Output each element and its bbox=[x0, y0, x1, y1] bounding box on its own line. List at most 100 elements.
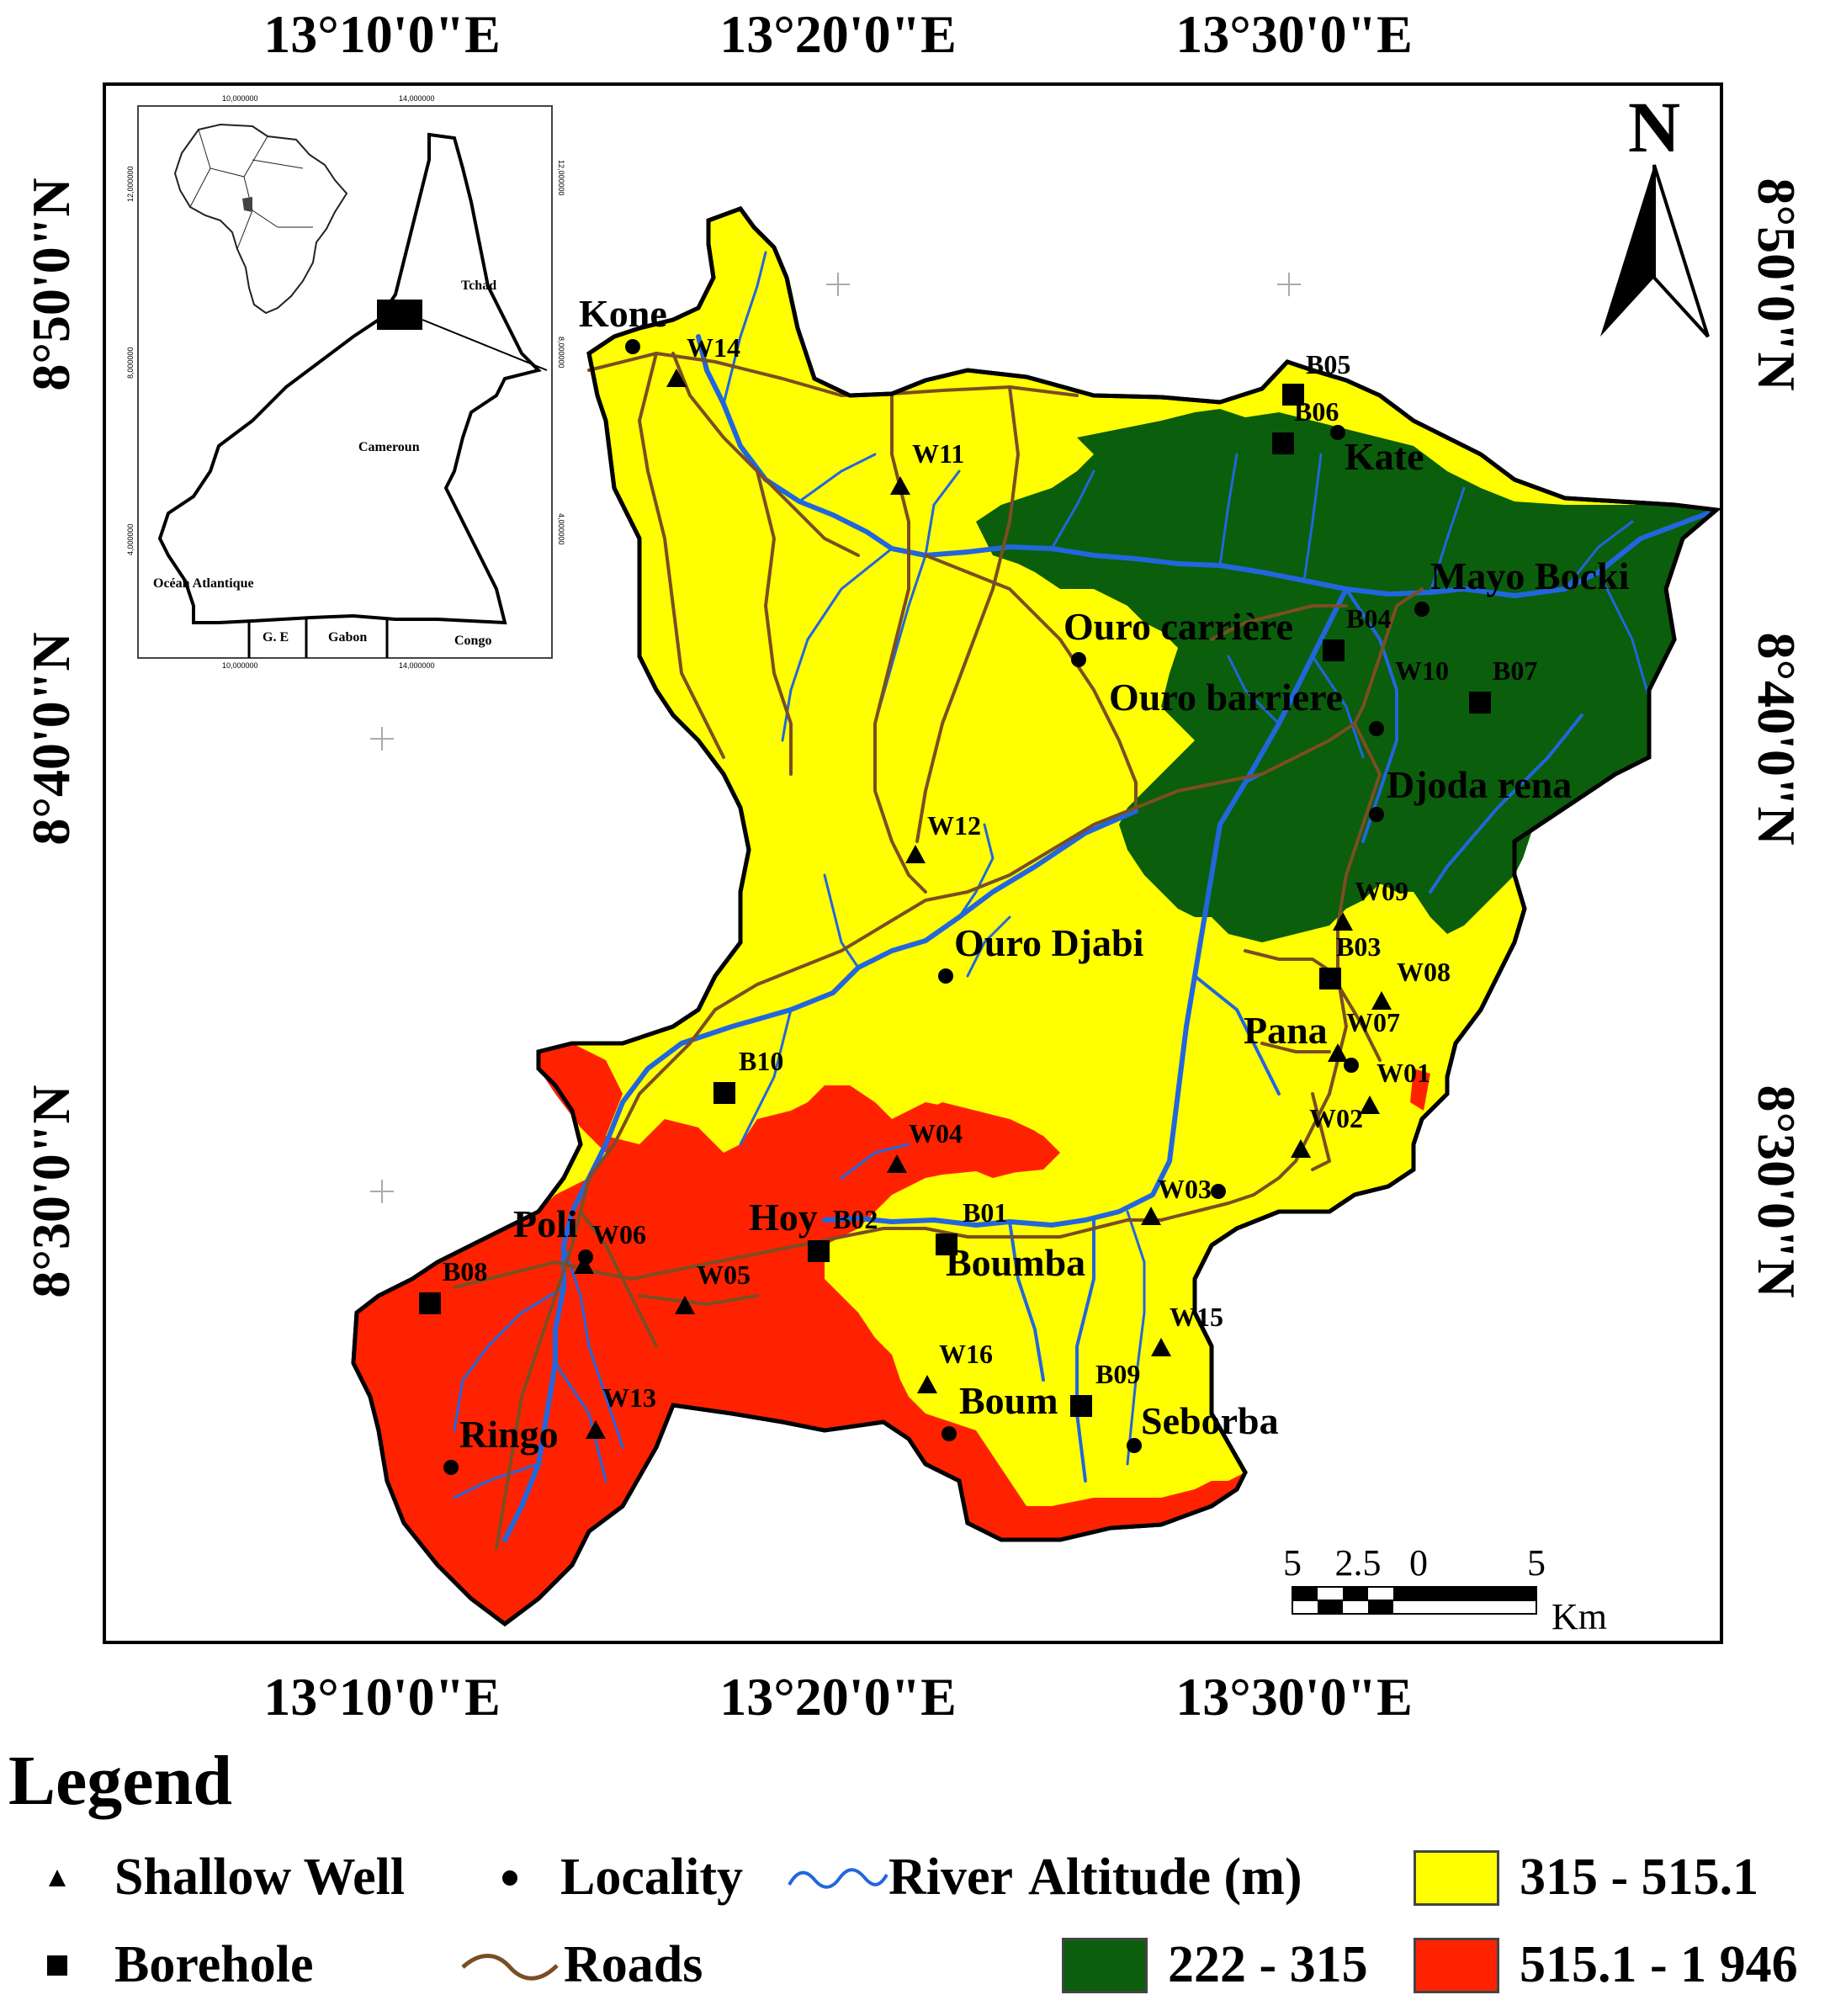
legend-label-river: River bbox=[888, 1849, 1014, 1906]
dot-icon bbox=[502, 1870, 517, 1886]
well-label-w06: W06 bbox=[592, 1219, 646, 1249]
watershed-boundary bbox=[351, 206, 1721, 1627]
inset-label-tchad: Tchad bbox=[461, 279, 496, 293]
borehole-label-b06: B06 bbox=[1294, 396, 1339, 427]
borehole-label-b01: B01 bbox=[963, 1197, 1007, 1228]
well-label-w16: W16 bbox=[939, 1339, 993, 1369]
inset-tick-bottom-1: 10,000000 bbox=[222, 661, 258, 670]
inset-label-gabon: Gabon bbox=[328, 630, 367, 645]
locality-label-ouro-barriere: Ouro barriere bbox=[1109, 676, 1343, 719]
inset-africa-outline bbox=[173, 123, 348, 315]
inset-tick-right-3: 4,000000 bbox=[557, 513, 565, 545]
inset-study-area-marker bbox=[377, 300, 422, 330]
lat-left-3: 8°30'0"N bbox=[21, 1085, 81, 1297]
locality-label-kate: Kate bbox=[1345, 435, 1424, 478]
inset-tick-left-2: 8,000000 bbox=[126, 347, 135, 379]
borehole-label-b07: B07 bbox=[1493, 655, 1537, 686]
altitude-zone-515-1946 bbox=[353, 1043, 1245, 1624]
legend-label-borehole: Borehole bbox=[114, 1936, 314, 1993]
triangle-icon bbox=[49, 1869, 66, 1886]
well-label-w11: W11 bbox=[912, 438, 964, 469]
legend-label-locality: Locality bbox=[560, 1849, 743, 1906]
legend-altitude-title: Altitude (m) bbox=[1028, 1849, 1302, 1906]
legend-item-borehole: Borehole bbox=[40, 1935, 314, 1995]
shallow-well-markers bbox=[574, 369, 1392, 1439]
legend-item-locality: Locality bbox=[493, 1848, 743, 1907]
scale-tick-1: 5 bbox=[1283, 1542, 1302, 1584]
inset-pointer-line bbox=[422, 319, 548, 371]
legend-item-class-315-515: 315 - 515.1 bbox=[1414, 1848, 1758, 1907]
well-label-w08: W08 bbox=[1397, 957, 1451, 987]
lat-right-3: 8°30'0"N bbox=[1747, 1085, 1806, 1297]
legend-title: Legend bbox=[8, 1742, 233, 1820]
inset-label-congo: Congo bbox=[454, 634, 491, 648]
legend-label-shallow-well: Shallow Well bbox=[114, 1849, 406, 1906]
locality-label-mayo-bocki: Mayo Bocki bbox=[1430, 554, 1630, 597]
lon-top-1: 13°10'0"E bbox=[263, 4, 501, 64]
altitude-zone-515-1946-east bbox=[1410, 1069, 1430, 1111]
well-labels: W14 W11 W12 W10 W09 W08 W07 W01 W02 W03 … bbox=[592, 332, 1451, 1413]
road-line-icon bbox=[461, 1953, 559, 1981]
lon-top-3: 13°30'0"E bbox=[1175, 4, 1413, 64]
borehole-label-b08: B08 bbox=[443, 1256, 487, 1287]
inset-tick-right-1: 12,000000 bbox=[557, 160, 565, 196]
inset-tick-top-2: 14,000000 bbox=[399, 94, 435, 103]
well-label-w15: W15 bbox=[1170, 1302, 1223, 1332]
lat-right-1: 8°50'0"N bbox=[1747, 178, 1806, 390]
lat-left-2: 8°40'0"N bbox=[21, 632, 81, 845]
well-label-w14: W14 bbox=[687, 332, 740, 363]
scale-bar: 5 2.5 0 5 Km bbox=[1283, 1542, 1607, 1637]
legend-label-roads: Roads bbox=[564, 1936, 703, 1993]
lon-bottom-1: 13°10'0"E bbox=[263, 1667, 501, 1727]
map-figure: 13°10'0"E 13°20'0"E 13°30'0"E 13°10'0"E … bbox=[21, 4, 1806, 1727]
well-label-w10: W10 bbox=[1395, 655, 1449, 686]
well-label-w03: W03 bbox=[1158, 1174, 1212, 1204]
scale-unit: Km bbox=[1552, 1596, 1607, 1637]
legend-swatch-315-515 bbox=[1414, 1849, 1499, 1906]
locality-label-poli: Poli bbox=[513, 1202, 578, 1245]
legend-item-class-515-1946: 515.1 - 1 946 bbox=[1414, 1935, 1798, 1995]
north-arrow: N bbox=[1600, 87, 1710, 338]
well-label-w04: W04 bbox=[909, 1118, 963, 1149]
well-label-w12: W12 bbox=[927, 810, 981, 841]
altitude-zone-515-1946-patch bbox=[909, 1102, 1060, 1175]
north-arrow-label: N bbox=[1628, 87, 1680, 167]
borehole-label-b09: B09 bbox=[1095, 1359, 1140, 1389]
locality-labels: Kone Kate Mayo Bocki Ouro carrière Ouro … bbox=[459, 292, 1630, 1456]
inset-cameroon-outline bbox=[157, 132, 542, 625]
borehole-label-b02: B02 bbox=[833, 1204, 878, 1234]
scale-tick-4: 5 bbox=[1527, 1542, 1546, 1584]
well-label-w13: W13 bbox=[602, 1382, 656, 1413]
inset-label-cameroun: Cameroun bbox=[358, 440, 420, 454]
inset-tick-bottom-2: 14,000000 bbox=[399, 661, 435, 670]
legend-swatch-222-315 bbox=[1062, 1937, 1148, 1993]
legend-item-river: River Altitude (m) bbox=[788, 1848, 1302, 1907]
inset-locator-map: Tchad Cameroun Océan Atlantique G. E Gab… bbox=[126, 94, 565, 670]
well-label-w02: W02 bbox=[1309, 1103, 1363, 1133]
square-icon bbox=[47, 1955, 67, 1976]
locality-label-ouro-djabi: Ouro Djabi bbox=[954, 921, 1144, 964]
borehole-label-b05: B05 bbox=[1306, 349, 1350, 379]
borehole-label-b10: B10 bbox=[739, 1046, 783, 1076]
legend-item-shallow-well: Shallow Well bbox=[40, 1848, 405, 1907]
inset-label-ocean: Océan Atlantique bbox=[153, 576, 254, 591]
legend-swatch-515-1946 bbox=[1414, 1937, 1499, 1993]
locality-label-pana: Pana bbox=[1244, 1009, 1328, 1052]
lon-top-2: 13°20'0"E bbox=[719, 4, 957, 64]
borehole-label-b03: B03 bbox=[1336, 931, 1381, 962]
scale-tick-2: 2.5 bbox=[1335, 1542, 1382, 1584]
inset-label-ge: G. E bbox=[263, 630, 289, 645]
lon-bottom-3: 13°30'0"E bbox=[1175, 1667, 1413, 1727]
inset-tick-top-1: 10,000000 bbox=[222, 94, 258, 103]
borehole-label-b04: B04 bbox=[1346, 603, 1391, 634]
lon-bottom-2: 13°20'0"E bbox=[719, 1667, 957, 1727]
legend-label-515-1946: 515.1 - 1 946 bbox=[1520, 1936, 1798, 1993]
legend-label-315-515: 315 - 515.1 bbox=[1520, 1849, 1759, 1906]
inset-tick-right-2: 8,000000 bbox=[557, 337, 565, 369]
locality-label-ouro-carriere: Ouro carrière bbox=[1064, 605, 1293, 648]
lat-right-2: 8°40'0"N bbox=[1747, 632, 1806, 845]
locality-label-ringo: Ringo bbox=[459, 1413, 559, 1456]
scale-tick-3: 0 bbox=[1409, 1542, 1428, 1584]
locality-label-boumba: Boumba bbox=[946, 1241, 1085, 1284]
borehole-markers bbox=[419, 384, 1491, 1417]
